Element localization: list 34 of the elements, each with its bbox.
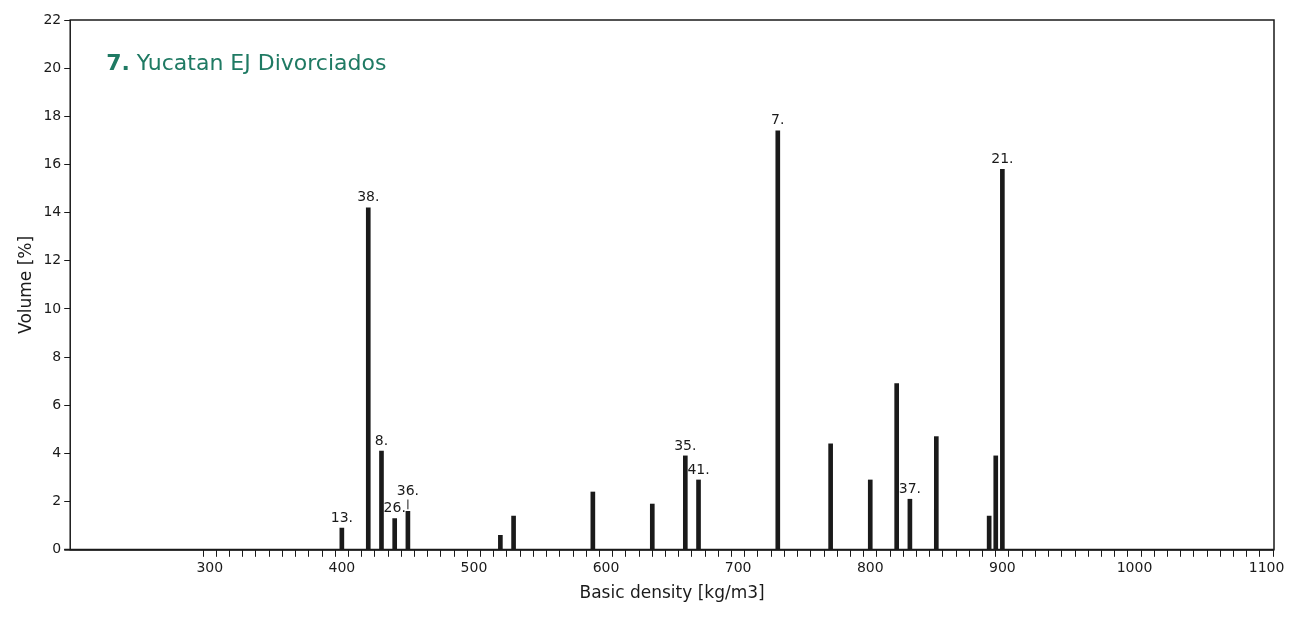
y-tick-label: 14 [43,203,62,220]
y-tick-label: 10 [43,299,62,316]
annotation: 13. [330,508,353,525]
annotation: 37. [898,479,922,496]
annotation: 36. [396,482,420,499]
x-tick-label: 300 [196,558,224,575]
annotation: 41. [687,460,710,477]
y-tick-label: 0 [52,540,62,557]
x-tick-label: 900 [989,558,1016,575]
y-axis-title: Volume [%] [14,235,35,334]
y-tick-label: 6 [52,395,62,412]
x-tick-label: 800 [856,558,884,575]
x-tick-label: 500 [460,558,488,575]
annotation: 7. [771,111,785,128]
y-tick-label: 4 [52,444,62,461]
y-tick-label: 16 [43,155,62,172]
y-tick-label: 22 [43,10,62,27]
x-tick-label: 1000 [1116,558,1153,575]
text: 7. Yucatan EJ Divorciados [106,49,387,75]
x-axis-title: Basic density [kg/m3] [579,582,765,603]
y-tick-label: 8 [52,347,62,364]
x-tick-label: 700 [724,558,752,575]
x-tick-label: 1100 [1248,558,1285,575]
annotation: 8. [374,431,389,448]
x-tick-label: 600 [592,558,620,575]
y-tick-label: 20 [43,58,62,75]
annotation: 35. [674,436,697,453]
y-tick-label: 18 [43,106,62,123]
annotation: 26. [383,499,406,516]
y-tick-label: 12 [43,251,62,268]
x-tick-label: 400 [328,558,356,575]
y-tick-label: 2 [52,492,62,509]
annotation: 38. [357,188,380,205]
annotation: 21. [991,149,1014,166]
